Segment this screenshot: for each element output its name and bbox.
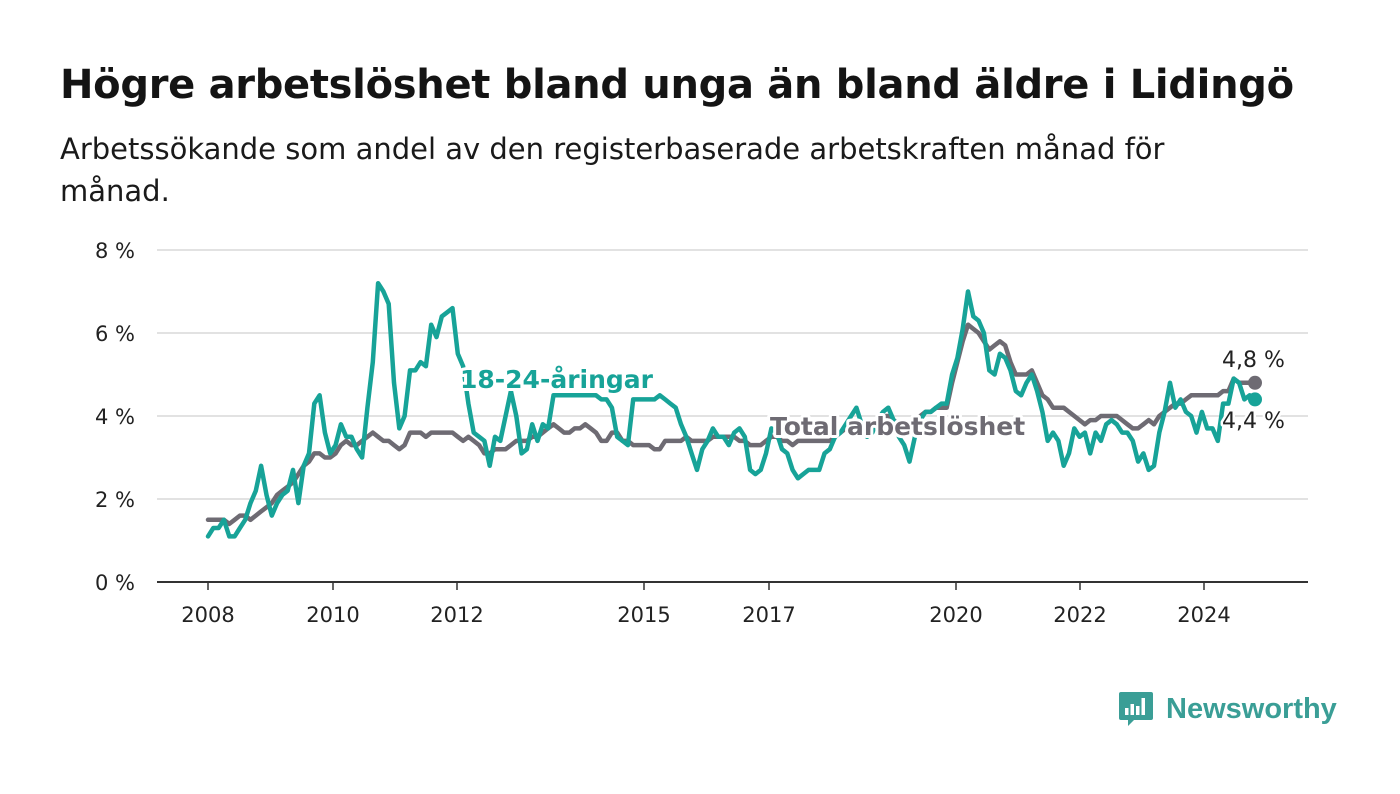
series-annotation: Total arbetslöshet bbox=[770, 412, 1025, 441]
series-annotation: 18-24-åringar bbox=[460, 365, 654, 394]
chart-subtitle: Arbetssökande som andel av den registerb… bbox=[60, 132, 1165, 208]
y-tick-label: 4 % bbox=[95, 405, 135, 429]
y-tick-label: 6 % bbox=[95, 322, 135, 346]
end-point bbox=[1248, 392, 1262, 407]
x-tick-label: 2017 bbox=[742, 603, 795, 627]
x-tick-label: 2022 bbox=[1053, 603, 1106, 627]
end-value-label: 4,4 % bbox=[1222, 409, 1285, 434]
series-line-18-24-ringar bbox=[205, 280, 1258, 539]
brand-name: Newsworthy bbox=[1166, 692, 1337, 725]
grid-lines bbox=[157, 249, 1308, 583]
newsworthy-logo-icon bbox=[1118, 690, 1154, 728]
x-tick-label: 2010 bbox=[306, 603, 359, 627]
y-axis-ticks: 0 % 2 % 4 % 6 % 8 % bbox=[95, 239, 135, 595]
y-tick-label: 8 % bbox=[95, 239, 135, 263]
x-tick-label: 2020 bbox=[929, 603, 982, 627]
end-labels: 4,8 % 4,4 % bbox=[1220, 346, 1288, 437]
x-tick-label: 2024 bbox=[1177, 603, 1230, 627]
newsworthy-brand: Newsworthy bbox=[1118, 690, 1337, 728]
y-tick-label: 0 % bbox=[95, 571, 135, 595]
series-labels: 18-24-åringar Total arbetslöshet bbox=[457, 362, 1028, 444]
line-chart: 0 % 2 % 4 % 6 % 8 % 2008 2010 2012 2015 2017 2020… bbox=[95, 239, 1308, 627]
x-tick-label: 2015 bbox=[617, 603, 670, 627]
x-tick-label: 2008 bbox=[181, 603, 234, 627]
y-tick-label: 2 % bbox=[95, 488, 135, 512]
x-axis-ticks: 2008 2010 2012 2015 2017 2020 2022 2024 bbox=[181, 582, 1231, 627]
end-point bbox=[1248, 375, 1262, 390]
end-value-label: 4,8 % bbox=[1222, 348, 1285, 373]
chart-title: Högre arbetslöshet bland unga än bland ä… bbox=[60, 62, 1294, 108]
x-tick-label: 2012 bbox=[430, 603, 483, 627]
series-lines bbox=[205, 280, 1258, 539]
